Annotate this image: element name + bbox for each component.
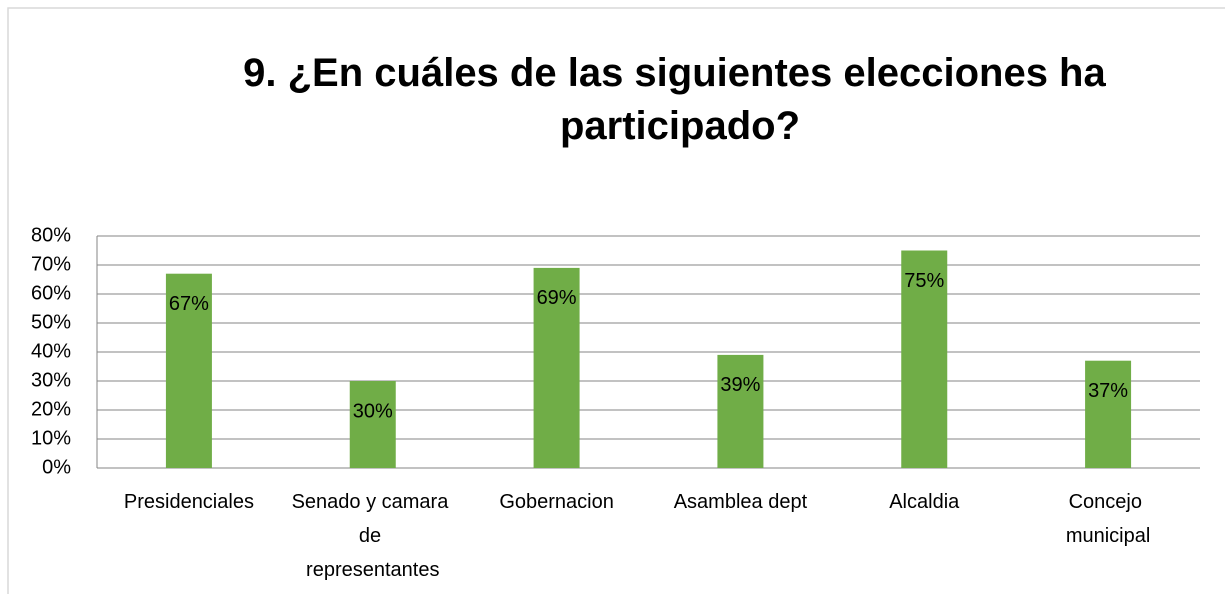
- bar: [1085, 360, 1132, 468]
- bar: [533, 267, 580, 468]
- chart-title: 9. ¿En cuáles de las siguientes eleccion…: [243, 51, 1117, 148]
- bar: [717, 354, 764, 468]
- y-tick-label: 30%: [31, 369, 71, 391]
- bar: [165, 273, 212, 468]
- y-tick-label: 60%: [31, 282, 71, 304]
- x-tick-label: Asamblea dept: [674, 491, 808, 513]
- data-label: 75%: [904, 270, 944, 292]
- y-tick-label: 0%: [42, 456, 71, 478]
- x-tick-label: Alcaldia: [889, 491, 960, 513]
- x-tick-label: Presidenciales: [124, 491, 254, 513]
- y-tick-label: 20%: [31, 398, 71, 420]
- data-label: 37%: [1088, 380, 1128, 402]
- x-tick-label: Senado y camara de representantes: [292, 491, 454, 581]
- y-tick-label: 70%: [31, 253, 71, 275]
- y-tick-label: 40%: [31, 340, 71, 362]
- data-label: 30%: [353, 400, 393, 422]
- data-label: 39%: [720, 374, 760, 396]
- x-tick-label: Gobernacion: [499, 491, 614, 513]
- bar: [901, 250, 948, 468]
- x-tick-label: Concejo municipal: [1066, 491, 1150, 547]
- data-label: 69%: [537, 287, 577, 309]
- y-tick-label: 10%: [31, 427, 71, 449]
- y-tick-label: 50%: [31, 311, 71, 333]
- y-tick-label: 80%: [31, 224, 71, 246]
- data-label: 67%: [169, 293, 209, 315]
- bar: [349, 381, 396, 468]
